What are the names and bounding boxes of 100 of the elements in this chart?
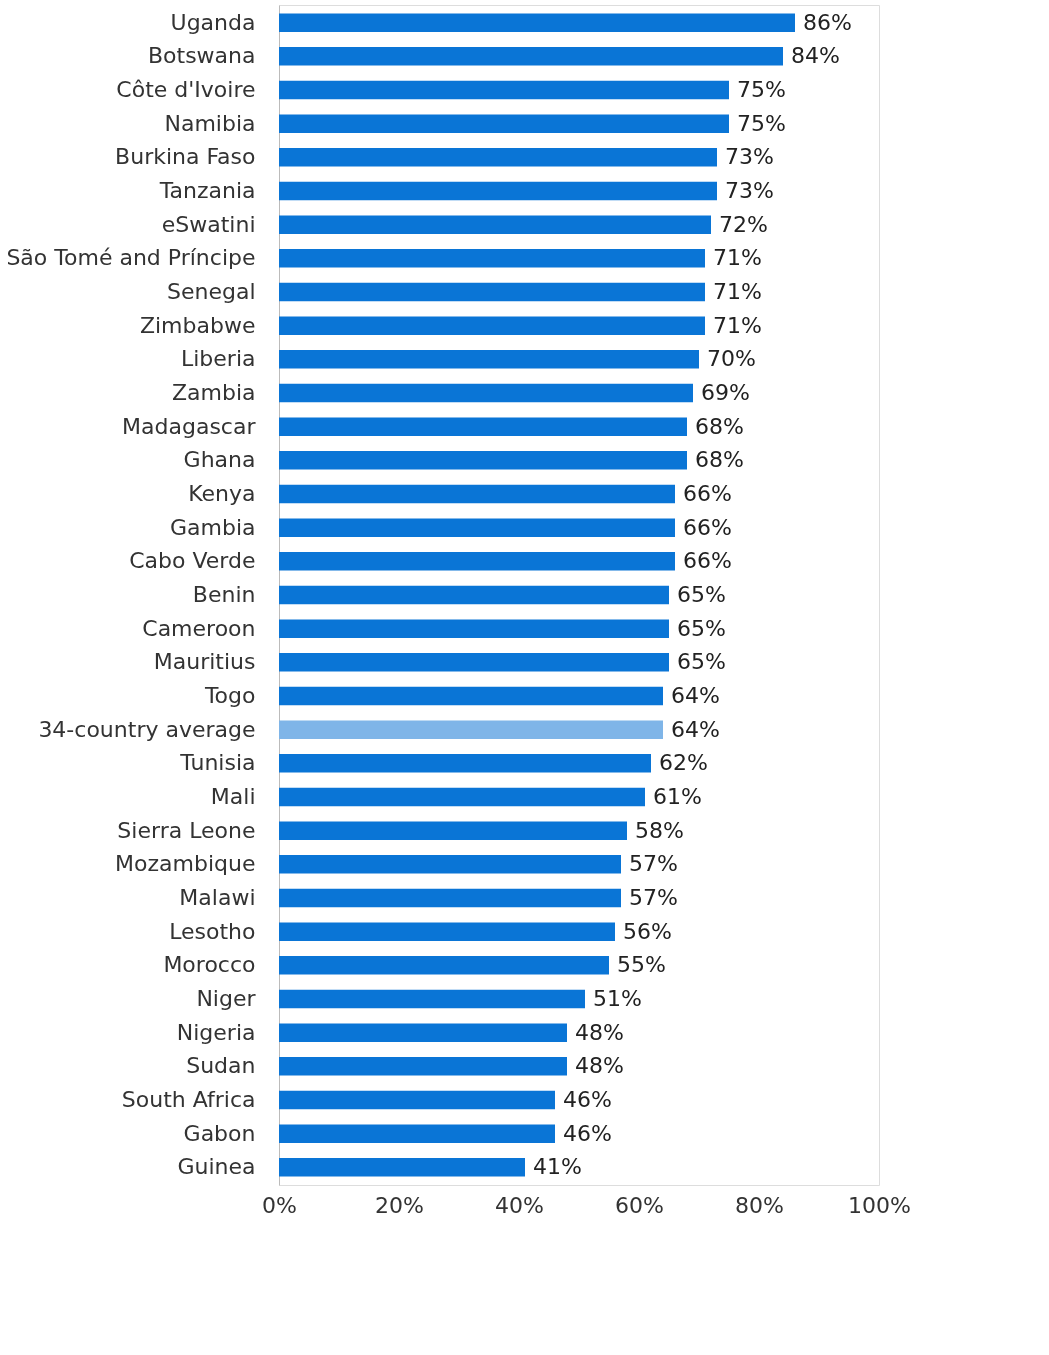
data-label: 64%: [671, 683, 720, 708]
data-label: 46%: [563, 1086, 612, 1112]
data-label: 68%: [695, 413, 744, 439]
bar: [279, 484, 675, 504]
data-label: 75%: [737, 77, 786, 103]
y-tick-label: Mozambique: [115, 851, 256, 877]
y-tick-label: Niger: [196, 985, 257, 1011]
y-tick-label: Burkina Faso: [115, 144, 256, 170]
bar: [279, 821, 627, 840]
data-label: 75%: [737, 110, 786, 136]
bar: [279, 215, 711, 234]
x-tick-label: 60%: [615, 1192, 664, 1218]
data-label: 84%: [791, 43, 840, 69]
data-label: 65%: [677, 582, 726, 607]
data-label: 68%: [695, 447, 744, 473]
y-tick-label: Tunisia: [179, 750, 256, 776]
bar: [279, 686, 663, 706]
y-tick-label: Cameroon: [142, 615, 256, 641]
data-label: 70%: [707, 346, 756, 372]
data-label: 69%: [701, 380, 750, 405]
bar: [279, 1023, 567, 1042]
y-tick-label: Malawi: [179, 885, 256, 910]
bar: [279, 518, 675, 537]
bar: [279, 754, 651, 773]
y-tick-label: Sudan: [186, 1053, 256, 1079]
y-tick-label: Botswana: [147, 43, 256, 69]
y-tick-label: Gambia: [169, 514, 256, 540]
data-label: 65%: [677, 649, 726, 675]
y-tick-label: Benin: [192, 582, 256, 607]
bar: [279, 720, 663, 739]
y-tick-label: Sierra Leone: [117, 817, 256, 843]
data-label: 72%: [719, 211, 768, 237]
x-tick-label: 0%: [262, 1192, 297, 1218]
bar: [279, 114, 729, 133]
y-tick-label: Gabon: [183, 1120, 256, 1146]
bar: [279, 787, 645, 807]
y-tick-label: Tanzania: [158, 178, 256, 204]
data-label: 64%: [671, 716, 720, 742]
y-tick-label: Côte d'Ivoire: [116, 77, 256, 103]
y-tick-label: Cabo Verde: [129, 548, 256, 574]
y-tick-label: eSwatini: [161, 211, 256, 237]
bar: [279, 922, 615, 941]
bar: [279, 1057, 567, 1076]
x-tick-label: 20%: [375, 1192, 424, 1218]
data-label: 57%: [629, 851, 678, 877]
data-label: 86%: [803, 9, 852, 35]
data-label: 48%: [575, 1053, 624, 1079]
bar: [279, 552, 675, 571]
data-label: 51%: [593, 985, 642, 1011]
y-tick-label: Ghana: [183, 447, 256, 473]
y-tick-label: Togo: [203, 683, 256, 708]
data-label: 66%: [683, 481, 732, 506]
y-tick-label: Morocco: [163, 952, 256, 978]
y-tick-label: South Africa: [121, 1086, 256, 1112]
bar: [279, 181, 717, 201]
y-tick-label: Zambia: [171, 380, 256, 405]
bar: [279, 888, 621, 908]
data-label: 41%: [533, 1154, 582, 1180]
bar: [279, 148, 717, 167]
y-tick-label: 34-country average: [38, 716, 256, 742]
data-label: 71%: [713, 245, 762, 271]
data-label: 58%: [635, 817, 684, 843]
y-tick-label: Madagascar: [122, 413, 257, 439]
bar: [279, 956, 609, 975]
y-tick-label: São Tomé and Príncipe: [6, 245, 256, 271]
data-label: 57%: [629, 885, 678, 910]
bar: [279, 282, 705, 302]
y-tick-label: Zimbabwe: [139, 312, 256, 338]
data-label: 61%: [653, 784, 702, 809]
y-tick-label: Kenya: [188, 481, 256, 506]
data-label: 56%: [623, 918, 672, 944]
y-tick-label: Mali: [210, 784, 256, 809]
bar: [279, 451, 687, 470]
y-tick-label: Senegal: [166, 279, 256, 304]
bar: [279, 989, 585, 1009]
bar: [279, 619, 669, 638]
x-tick-label: 40%: [495, 1192, 544, 1218]
data-label: 48%: [575, 1019, 624, 1045]
data-label: 66%: [683, 514, 732, 540]
data-label: 71%: [713, 312, 762, 338]
data-label: 71%: [713, 279, 762, 304]
data-label: 73%: [725, 144, 774, 170]
bar: [279, 316, 705, 335]
y-tick-label: Namibia: [164, 110, 256, 136]
y-tick-label: Lesotho: [169, 918, 256, 944]
data-label: 55%: [617, 952, 666, 978]
data-label: 66%: [683, 548, 732, 574]
bar: [279, 47, 783, 66]
bar: [279, 80, 729, 100]
data-label: 73%: [725, 178, 774, 204]
bar: [279, 1158, 525, 1177]
bar: [279, 1124, 555, 1143]
data-label: 62%: [659, 750, 708, 776]
data-label: 65%: [677, 615, 726, 641]
x-tick-label: 80%: [735, 1192, 784, 1218]
bar: [279, 350, 699, 369]
y-tick-label: Liberia: [180, 346, 256, 372]
bar: [279, 417, 687, 436]
bar: [279, 653, 669, 672]
bar: [279, 249, 705, 268]
